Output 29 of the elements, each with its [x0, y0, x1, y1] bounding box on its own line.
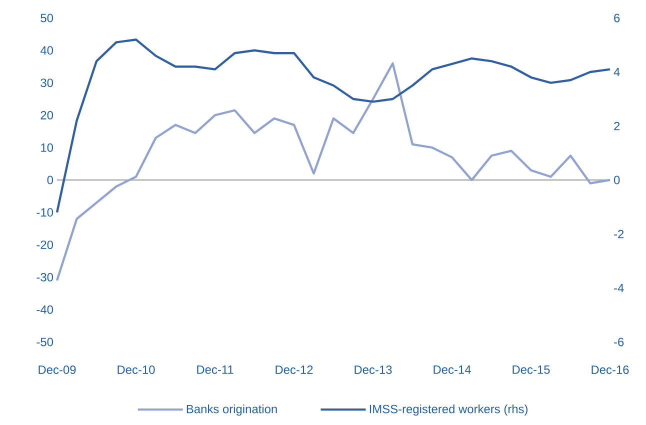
y-tick-label: 10: [41, 143, 54, 152]
legend-label: Banks origination: [186, 404, 277, 416]
y2-tick-label: 4: [614, 68, 620, 76]
y2-tick-label: -2: [614, 230, 624, 238]
legend-label: IMSS-registered workers (rhs): [370, 404, 528, 416]
x-tick-label: Dec-10: [118, 366, 155, 374]
line-series: [56, 38, 612, 214]
y-tick-label: -20: [36, 240, 54, 250]
y-tick-label: -50: [36, 338, 54, 346]
y2-tick-label: 6: [614, 14, 620, 22]
x-tick-label: Dec-13: [354, 366, 392, 374]
y2-tick-label: -6: [614, 338, 624, 346]
y2-tick-label: -4: [614, 284, 624, 292]
y-tick-label: 40: [40, 46, 54, 55]
x-tick-label: Dec-16: [592, 366, 629, 374]
x-tick-label: Dec-12: [276, 366, 313, 374]
y-tick-label: -40: [36, 305, 54, 314]
y-tick-label: -10: [36, 208, 54, 217]
y-tick-label: 30: [40, 78, 54, 88]
y-tick-label: 50: [40, 14, 54, 22]
y-tick-label: 20: [40, 110, 54, 120]
y-tick-label: 0: [47, 176, 54, 184]
x-tick-label: Dec-15: [512, 366, 550, 374]
x-tick-label: Dec-11: [197, 366, 234, 374]
y-tick-label: -30: [36, 272, 54, 282]
y2-tick-label: 2: [614, 122, 620, 130]
x-tick-label: Dec-09: [38, 366, 76, 374]
y2-tick-label: 0: [614, 176, 620, 184]
x-tick-label: Dec-14: [434, 366, 471, 374]
